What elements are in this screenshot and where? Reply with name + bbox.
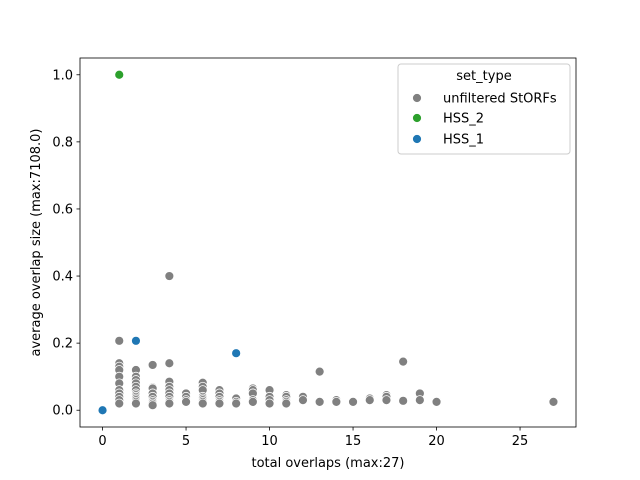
point-unfiltered-storfs: [298, 396, 307, 405]
point-unfiltered-storfs: [248, 397, 257, 406]
point-unfiltered-storfs: [399, 357, 408, 366]
legend-marker-unfiltered-storfs: [413, 94, 422, 103]
point-unfiltered-storfs: [198, 399, 207, 408]
point-unfiltered-storfs: [415, 396, 424, 405]
point-unfiltered-storfs: [399, 396, 408, 405]
point-hss-1: [98, 406, 107, 415]
point-unfiltered-storfs: [182, 397, 191, 406]
legend-label-unfiltered-storfs: unfiltered StORFs: [443, 92, 557, 107]
y-tick-label: 0.2: [52, 337, 73, 352]
y-tick-label: 0.0: [52, 404, 73, 419]
point-unfiltered-storfs: [315, 367, 324, 376]
point-unfiltered-storfs: [148, 401, 157, 410]
legend-label-hss-2: HSS_2: [443, 112, 484, 127]
y-tick-label: 0.8: [52, 135, 73, 150]
y-tick-label: 1.0: [52, 68, 73, 83]
legend: set_type unfiltered StORFs HSS_2 HSS_1: [398, 64, 570, 154]
point-unfiltered-storfs: [131, 399, 140, 408]
point-unfiltered-storfs: [382, 396, 391, 405]
point-unfiltered-storfs: [215, 399, 224, 408]
point-unfiltered-storfs: [549, 397, 558, 406]
x-tick-label: 10: [261, 434, 278, 449]
legend-marker-hss-2: [413, 114, 422, 123]
point-unfiltered-storfs: [432, 397, 441, 406]
point-unfiltered-storfs: [315, 397, 324, 406]
y-tick-label: 0.6: [52, 202, 73, 217]
x-axis-label: total overlaps (max:27): [252, 456, 405, 471]
point-unfiltered-storfs: [349, 397, 358, 406]
x-tick-label: 5: [182, 434, 190, 449]
point-unfiltered-storfs: [365, 396, 374, 405]
x-tick-label: 20: [428, 434, 445, 449]
point-unfiltered-storfs: [165, 359, 174, 368]
y-axis-label: average overlap size (max:7108.0): [29, 129, 44, 357]
point-unfiltered-storfs: [265, 399, 274, 408]
y-tick-label: 0.4: [52, 270, 73, 285]
point-unfiltered-storfs: [232, 399, 241, 408]
point-hss-2: [115, 70, 124, 79]
point-hss-1: [131, 336, 140, 345]
x-tick-label: 0: [98, 434, 106, 449]
point-unfiltered-storfs: [332, 397, 341, 406]
point-unfiltered-storfs: [282, 399, 291, 408]
legend-marker-hss-1: [413, 135, 422, 144]
x-tick-label: 15: [345, 434, 362, 449]
point-unfiltered-storfs: [148, 360, 157, 369]
x-tick-label: 25: [512, 434, 529, 449]
point-unfiltered-storfs: [165, 272, 174, 281]
y-ticks: 0.0 0.2 0.4 0.6 0.8 1.0: [52, 68, 80, 418]
point-unfiltered-storfs: [115, 399, 124, 408]
legend-label-hss-1: HSS_1: [443, 133, 484, 148]
point-hss-1: [232, 349, 241, 358]
x-ticks: 0 5 10 15 20 25: [98, 427, 528, 449]
point-unfiltered-storfs: [115, 336, 124, 345]
point-unfiltered-storfs: [165, 399, 174, 408]
legend-title: set_type: [456, 69, 511, 84]
